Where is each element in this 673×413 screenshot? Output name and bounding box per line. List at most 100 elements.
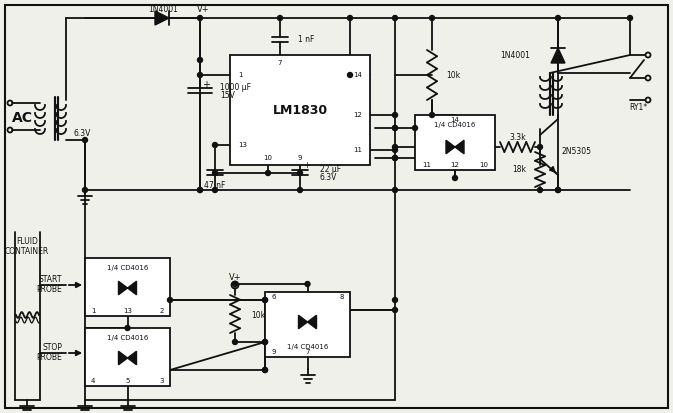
Circle shape — [305, 282, 310, 287]
Circle shape — [83, 138, 87, 142]
Text: 7: 7 — [306, 349, 310, 355]
Text: V+: V+ — [197, 5, 209, 14]
Circle shape — [297, 171, 302, 176]
Polygon shape — [155, 11, 169, 25]
Circle shape — [197, 16, 203, 21]
Text: AC: AC — [11, 111, 32, 125]
Bar — [85, 328, 170, 386]
Text: PROBE: PROBE — [36, 285, 62, 294]
Circle shape — [429, 112, 435, 118]
Text: 13: 13 — [123, 308, 132, 314]
Text: 1/4 CD4016: 1/4 CD4016 — [107, 265, 148, 271]
Circle shape — [413, 126, 417, 131]
Circle shape — [347, 16, 353, 21]
Circle shape — [262, 339, 267, 344]
Circle shape — [347, 73, 353, 78]
Text: 1000 μF: 1000 μF — [220, 83, 251, 93]
Circle shape — [555, 188, 561, 192]
Polygon shape — [127, 281, 137, 295]
Circle shape — [452, 176, 458, 180]
Text: 9: 9 — [271, 349, 275, 355]
Text: 1N4001: 1N4001 — [500, 50, 530, 59]
Text: 2N5305: 2N5305 — [562, 147, 592, 157]
Text: PROBE: PROBE — [36, 354, 62, 363]
Circle shape — [392, 126, 398, 131]
Text: 1: 1 — [91, 308, 96, 314]
Text: 2: 2 — [160, 308, 164, 314]
Text: 1: 1 — [238, 72, 242, 78]
Circle shape — [83, 188, 87, 192]
Circle shape — [232, 282, 238, 287]
Text: STOP: STOP — [42, 344, 62, 353]
Bar — [265, 292, 350, 357]
Bar — [415, 115, 495, 170]
Text: 18k: 18k — [512, 165, 526, 174]
Text: 14: 14 — [450, 117, 460, 123]
Text: CONTAINER: CONTAINER — [5, 247, 49, 256]
Text: 11: 11 — [353, 147, 362, 153]
Text: 3.3k: 3.3k — [509, 133, 526, 142]
Text: 9: 9 — [297, 155, 302, 161]
Text: 12: 12 — [450, 162, 460, 168]
Text: 12: 12 — [353, 112, 362, 118]
Text: 6.3V: 6.3V — [74, 128, 92, 138]
Text: 5: 5 — [125, 378, 130, 384]
Text: LM1830: LM1830 — [273, 104, 328, 116]
Text: FLUID: FLUID — [16, 237, 38, 247]
Circle shape — [392, 145, 398, 150]
Circle shape — [555, 188, 561, 192]
Polygon shape — [455, 140, 464, 154]
Text: +: + — [202, 80, 210, 90]
Text: START: START — [38, 275, 62, 285]
Circle shape — [197, 188, 203, 192]
Circle shape — [125, 325, 130, 330]
Text: 4: 4 — [91, 378, 96, 384]
Circle shape — [392, 297, 398, 302]
Text: +: + — [303, 161, 310, 171]
Text: 3: 3 — [160, 378, 164, 384]
Circle shape — [197, 57, 203, 62]
Circle shape — [232, 339, 238, 344]
Circle shape — [262, 368, 267, 373]
Circle shape — [262, 297, 267, 302]
Circle shape — [392, 147, 398, 152]
Text: RY1*: RY1* — [629, 104, 647, 112]
Circle shape — [213, 188, 217, 192]
Polygon shape — [308, 315, 316, 329]
Polygon shape — [446, 140, 455, 154]
Circle shape — [429, 16, 435, 21]
Circle shape — [213, 171, 217, 176]
Text: 47 nF: 47 nF — [205, 180, 225, 190]
Text: 10: 10 — [264, 155, 273, 161]
Circle shape — [262, 339, 267, 344]
Circle shape — [197, 188, 203, 192]
Circle shape — [262, 297, 267, 302]
Text: 1/4 CD4016: 1/4 CD4016 — [107, 335, 148, 341]
Circle shape — [392, 156, 398, 161]
Text: 11: 11 — [422, 162, 431, 168]
Text: 13: 13 — [238, 142, 247, 148]
Text: 6.3V: 6.3V — [320, 173, 337, 183]
Text: 10k: 10k — [446, 71, 460, 79]
Text: 1/4 CD4016: 1/4 CD4016 — [434, 122, 476, 128]
Text: 10k: 10k — [251, 311, 265, 320]
Circle shape — [297, 188, 302, 192]
Circle shape — [213, 142, 217, 147]
Circle shape — [392, 16, 398, 21]
Polygon shape — [127, 351, 137, 365]
Circle shape — [538, 188, 542, 192]
Polygon shape — [118, 281, 127, 295]
Circle shape — [392, 308, 398, 313]
Text: 1N4001: 1N4001 — [148, 5, 178, 14]
Text: 15V: 15V — [220, 90, 235, 100]
Circle shape — [392, 112, 398, 118]
Circle shape — [168, 297, 172, 302]
Circle shape — [197, 73, 203, 78]
Text: 10: 10 — [479, 162, 488, 168]
Polygon shape — [118, 351, 127, 365]
Circle shape — [555, 16, 561, 21]
Text: 1/4 CD4016: 1/4 CD4016 — [287, 344, 328, 350]
Text: 14: 14 — [353, 72, 362, 78]
Polygon shape — [551, 48, 565, 63]
Circle shape — [266, 171, 271, 176]
